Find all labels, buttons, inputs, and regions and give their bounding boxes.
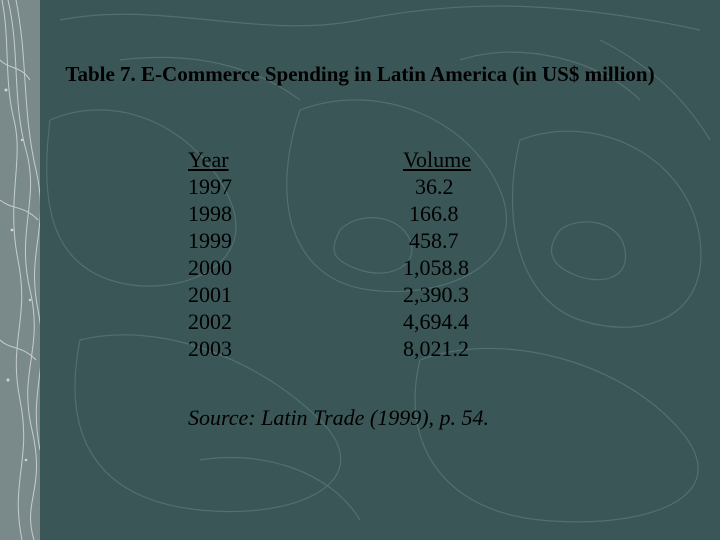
year-column: Year 1997 1998 1999 2000 2001 2002 2003 bbox=[188, 146, 232, 362]
year-cell: 1997 bbox=[188, 174, 232, 199]
volume-cell: 8,021.2 bbox=[403, 336, 469, 361]
year-cell: 1999 bbox=[188, 228, 232, 253]
volume-cell: 458.7 bbox=[409, 228, 459, 253]
slide-title: Table 7. E-Commerce Spending in Latin Am… bbox=[65, 62, 655, 86]
volume-header: Volume bbox=[403, 147, 472, 172]
volume-column: Volume 36.2 166.8 458.7 1,058.8 2,390.3 … bbox=[403, 146, 471, 362]
left-edge-texture bbox=[0, 0, 40, 540]
volume-cell: 166.8 bbox=[409, 201, 459, 226]
year-cell: 2000 bbox=[188, 255, 232, 280]
volume-cell: 4,694.4 bbox=[403, 309, 469, 334]
volume-cell: 1,058.8 bbox=[403, 255, 469, 280]
year-cell: 2001 bbox=[188, 282, 232, 307]
year-cell: 2002 bbox=[188, 309, 232, 334]
year-header: Year bbox=[188, 147, 229, 172]
volume-cell: 36.2 bbox=[415, 174, 454, 199]
source-citation: Source: Latin Trade (1999), p. 54. bbox=[188, 405, 490, 430]
year-cell: 1998 bbox=[188, 201, 232, 226]
year-cell: 2003 bbox=[188, 336, 232, 361]
volume-cell: 2,390.3 bbox=[403, 282, 469, 307]
